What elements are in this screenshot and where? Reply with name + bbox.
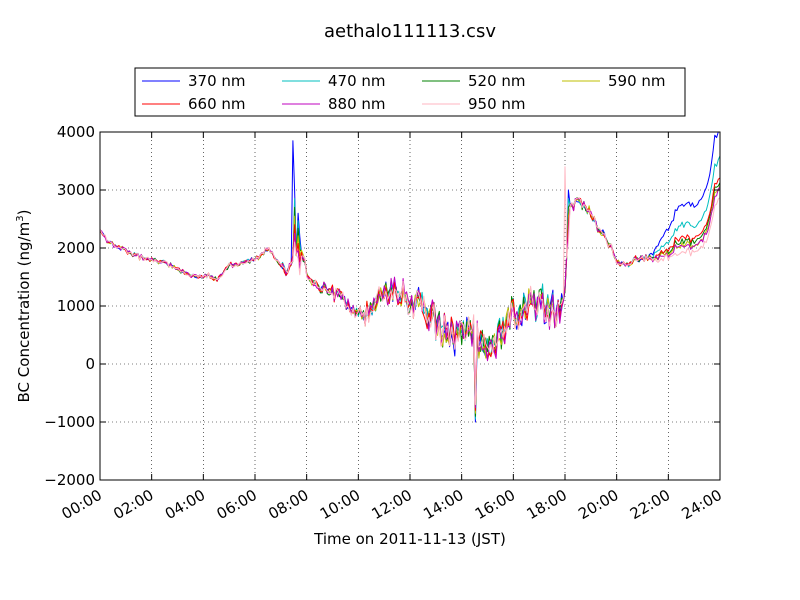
series-line-950-nm: [99, 166, 721, 406]
legend-label: 590 nm: [608, 72, 666, 90]
y-axis-label-main: BC Concentration (ng/m: [15, 222, 33, 403]
x-axis-label: Time on 2011-11-13 (JST): [313, 530, 506, 548]
legend-label: 470 nm: [328, 72, 386, 90]
y-tick-label: 1000: [57, 297, 95, 315]
y-axis-label-sup: 3: [15, 215, 26, 221]
series-lines: [99, 131, 721, 423]
y-tick-label: −1000: [44, 413, 95, 431]
legend-label: 370 nm: [188, 72, 246, 90]
y-tick-label: −2000: [44, 471, 95, 489]
chart-title: aethalo111113.csv: [324, 21, 496, 42]
legend-label: 520 nm: [468, 72, 526, 90]
legend-label: 880 nm: [328, 95, 386, 113]
legend-label: 950 nm: [468, 95, 526, 113]
y-tick-label: 4000: [57, 123, 95, 141]
y-tick-label: 0: [85, 355, 95, 373]
y-tick-label: 2000: [57, 239, 95, 257]
y-axis-label-tail: ): [15, 210, 33, 216]
legend-label: 660 nm: [188, 95, 246, 113]
legend-box: [134, 67, 686, 117]
legend: 370 nm 470 nm 520 nm 590 nm 660 nm 880 nm 950 …: [134, 67, 686, 117]
y-tick-label: 3000: [57, 181, 95, 199]
grid-lines: [100, 132, 720, 480]
y-axis-label: BC Concentration (ng/m3): [15, 210, 33, 403]
